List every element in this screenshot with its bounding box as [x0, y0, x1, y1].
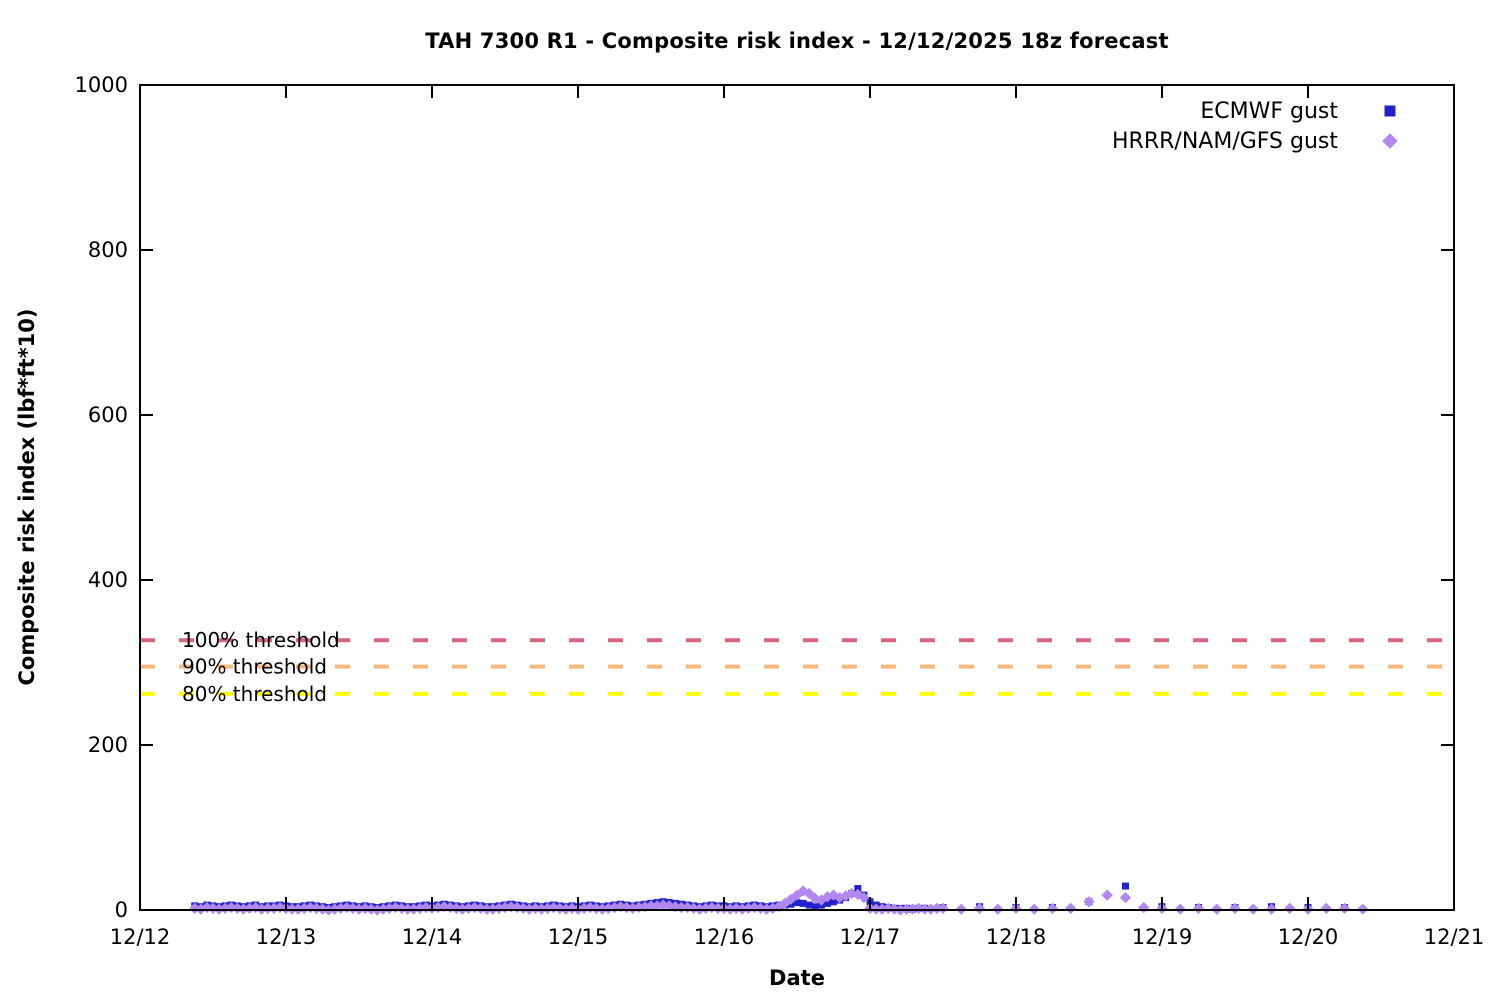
legend-label: ECMWF gust [1200, 99, 1338, 124]
point-hrrr-nam-gfs-gust [730, 902, 742, 914]
y-tick-label: 1000 [75, 73, 128, 97]
y-tick-label: 0 [115, 898, 128, 922]
plot-border [139, 84, 1455, 911]
point-hrrr-nam-gfs-gust [529, 902, 542, 914]
point-hrrr-nam-gfs-gust [937, 902, 949, 914]
point-hrrr-nam-gfs-gust [1101, 889, 1113, 901]
point-hrrr-nam-gfs-gust [1119, 892, 1132, 904]
x-tick-label: 12/17 [840, 925, 901, 949]
point-hrrr-nam-gfs-gust [493, 902, 505, 914]
point-hrrr-nam-gfs-gust [262, 902, 274, 914]
point-hrrr-nam-gfs-gust [1192, 902, 1205, 914]
point-hrrr-nam-gfs-gust [1046, 902, 1059, 914]
point-ecmwf-gust [823, 899, 831, 907]
point-hrrr-nam-gfs-gust [475, 902, 487, 914]
point-hrrr-nam-gfs-gust [1083, 896, 1095, 908]
point-ecmwf-gust [811, 903, 819, 911]
point-hrrr-nam-gfs-gust [1229, 902, 1241, 914]
point-hrrr-nam-gfs-gust [274, 901, 286, 914]
point-hrrr-nam-gfs-gust [207, 902, 219, 914]
point-hrrr-nam-gfs-gust [852, 888, 864, 900]
point-hrrr-nam-gfs-gust [913, 902, 925, 914]
point-ecmwf-gust [830, 898, 837, 906]
x-tick-label: 12/16 [694, 925, 755, 949]
threshold-label: 80% threshold [182, 682, 327, 706]
point-hrrr-nam-gfs-gust [541, 902, 554, 914]
point-hrrr-nam-gfs-gust [687, 902, 700, 914]
point-hrrr-nam-gfs-gust [779, 897, 791, 910]
point-hrrr-nam-gfs-gust [973, 902, 986, 914]
point-hrrr-nam-gfs-gust [231, 902, 243, 914]
point-hrrr-nam-gfs-gust [341, 901, 353, 914]
x-tick-label: 12/15 [548, 925, 609, 949]
point-ecmwf-gust [805, 901, 813, 909]
point-hrrr-nam-gfs-gust [1284, 902, 1296, 914]
point-hrrr-nam-gfs-gust [657, 899, 669, 911]
x-tick-label: 12/18 [986, 925, 1047, 949]
legend-label: HRRR/NAM/GFS gust [1112, 129, 1338, 154]
point-hrrr-nam-gfs-gust [797, 885, 809, 897]
chart-title: TAH 7300 R1 - Composite risk index - 12/… [425, 29, 1169, 53]
point-hrrr-nam-gfs-gust [785, 893, 797, 905]
x-tick-label: 12/14 [402, 925, 463, 949]
point-hrrr-nam-gfs-gust [468, 901, 481, 914]
x-tick-label: 12/20 [1278, 925, 1339, 949]
y-tick-label: 800 [88, 238, 128, 262]
x-tick-label: 12/19 [1132, 925, 1193, 949]
point-hrrr-nam-gfs-gust [858, 892, 870, 904]
point-hrrr-nam-gfs-gust [742, 902, 754, 914]
y-tick-label: 600 [88, 403, 128, 427]
x-tick-label: 12/12 [110, 925, 171, 949]
threshold-label: 100% threshold [182, 628, 340, 652]
point-hrrr-nam-gfs-gust [712, 902, 724, 914]
y-tick-label: 400 [88, 568, 128, 592]
x-tick-label: 12/21 [1424, 925, 1485, 949]
point-hrrr-nam-gfs-gust [310, 902, 323, 914]
threshold-label: 90% threshold [182, 655, 327, 679]
point-hrrr-nam-gfs-gust [578, 902, 590, 914]
point-hrrr-nam-gfs-gust [359, 902, 371, 914]
point-ecmwf-gust [854, 885, 862, 893]
legend-marker-square-icon [1384, 105, 1396, 117]
point-hrrr-nam-gfs-gust [268, 902, 280, 914]
point-hrrr-nam-gfs-gust [1138, 901, 1150, 914]
point-ecmwf-gust [793, 899, 801, 907]
point-hrrr-nam-gfs-gust [645, 900, 657, 912]
point-hrrr-nam-gfs-gust [189, 902, 201, 914]
point-hrrr-nam-gfs-gust [931, 902, 943, 914]
point-hrrr-nam-gfs-gust [395, 902, 408, 914]
legend-marker-diamond-icon [1382, 133, 1398, 149]
point-hrrr-nam-gfs-gust [1065, 902, 1077, 914]
point-hrrr-nam-gfs-gust [304, 901, 316, 914]
point-hrrr-nam-gfs-gust [438, 901, 450, 913]
point-hrrr-nam-gfs-gust [1338, 902, 1351, 914]
point-hrrr-nam-gfs-gust [347, 902, 359, 914]
point-ecmwf-gust [799, 899, 807, 907]
x-axis-title: Date [769, 966, 825, 990]
point-hrrr-nam-gfs-gust [1320, 902, 1332, 914]
point-hrrr-nam-gfs-gust [383, 902, 396, 914]
point-hrrr-nam-gfs-gust [566, 902, 578, 914]
point-hrrr-nam-gfs-gust [505, 901, 517, 913]
point-hrrr-nam-gfs-gust [414, 902, 426, 914]
y-tick-label: 200 [88, 733, 128, 757]
point-hrrr-nam-gfs-gust [420, 901, 432, 914]
x-tick-label: 12/13 [256, 925, 317, 949]
point-ecmwf-gust [1122, 882, 1129, 890]
point-hrrr-nam-gfs-gust [450, 902, 462, 914]
point-hrrr-nam-gfs-gust [815, 894, 827, 906]
point-hrrr-nam-gfs-gust [432, 901, 444, 914]
